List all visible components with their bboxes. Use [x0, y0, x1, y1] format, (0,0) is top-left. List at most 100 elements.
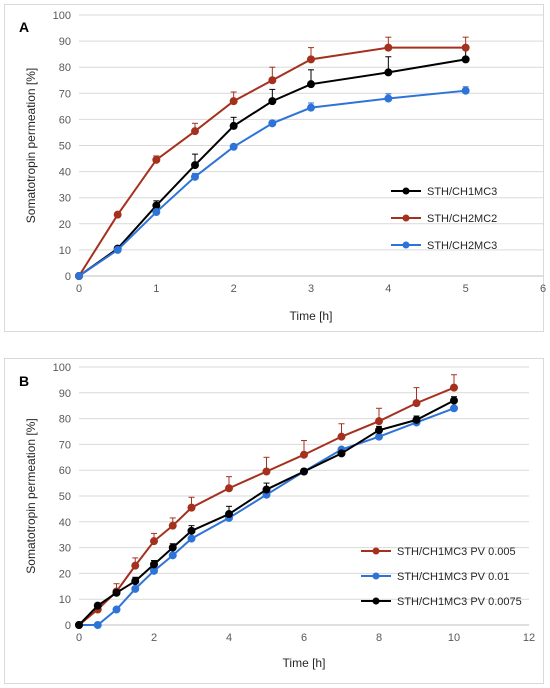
- data-point: [307, 103, 315, 112]
- x-tick-label: 4: [385, 283, 391, 295]
- legend-marker: [372, 597, 380, 605]
- legend-marker: [372, 572, 380, 580]
- data-point: [375, 417, 383, 426]
- legend-marker: [402, 187, 410, 195]
- x-tick-label: 5: [463, 283, 469, 295]
- data-point: [191, 161, 199, 170]
- y-tick-label: 50: [59, 491, 71, 503]
- data-point: [168, 551, 177, 560]
- data-point: [307, 80, 315, 89]
- legend-label: STH/CH1MC3: [427, 186, 497, 198]
- x-axis-label: Time [h]: [283, 656, 326, 670]
- x-tick-label: 6: [540, 283, 546, 295]
- data-point: [268, 119, 277, 128]
- data-point: [229, 97, 238, 106]
- data-point: [152, 155, 161, 164]
- legend-label: STH/CH2MC3: [427, 240, 497, 252]
- x-tick-label: 10: [448, 632, 460, 644]
- data-point: [225, 510, 233, 519]
- x-tick-label: 2: [231, 283, 237, 295]
- y-tick-label: 10: [59, 245, 71, 257]
- data-point: [375, 426, 383, 435]
- panel-label-a: A: [19, 19, 30, 35]
- data-point: [113, 245, 122, 254]
- panel-label-b: B: [19, 373, 30, 389]
- x-tick-label: 8: [376, 632, 382, 644]
- chart-a-svg: 0 10 20 30 40 50 60 70 80 90 100 0 1 2 3 4 5 6 Time [h] Som…: [24, 10, 546, 323]
- x-axis-label: Time [h]: [290, 309, 333, 323]
- data-point: [300, 450, 308, 459]
- legend: STH/CH1MC3 PV 0.005 STH/CH1MC3 PV 0.01 STH…: [361, 546, 522, 608]
- x-tick-label: 1: [153, 283, 159, 295]
- data-point: [152, 208, 161, 217]
- chart-b-svg: 0 10 20 30 40 50 60 70 80 90 100 0 2 4 6 8 10 12 Time [h] S…: [24, 362, 535, 670]
- x-tick-label: 4: [226, 632, 232, 644]
- data-point: [262, 467, 271, 476]
- data-point: [225, 484, 233, 493]
- y-axis-label: Somatotropin permeation [%]: [24, 68, 38, 223]
- y-axis-label: Somatotropin permeation [%]: [24, 418, 38, 573]
- data-point: [461, 86, 470, 95]
- y-tick-label: 0: [65, 620, 71, 632]
- data-point: [229, 121, 238, 130]
- data-point: [191, 127, 199, 136]
- series-line: [78, 386, 455, 626]
- data-point: [450, 396, 458, 405]
- y-tick-label: 0: [65, 271, 71, 283]
- series-3: [75, 396, 458, 629]
- data-point: [168, 543, 177, 552]
- series-2: [75, 404, 458, 629]
- data-point: [461, 43, 470, 52]
- y-tick-label: 60: [59, 114, 71, 126]
- x-tick-label: 12: [523, 632, 535, 644]
- y-tick-label: 30: [59, 193, 71, 205]
- data-point: [337, 432, 346, 441]
- y-tick-label: 50: [59, 141, 71, 153]
- y-tick-label: 80: [59, 62, 71, 74]
- y-tick-label: 90: [59, 36, 71, 48]
- y-tick-label: 10: [59, 594, 71, 606]
- data-point: [113, 210, 122, 219]
- y-tick-label: 40: [59, 517, 71, 529]
- data-point: [112, 588, 121, 597]
- data-point: [187, 503, 196, 512]
- series-line: [79, 407, 455, 626]
- y-tick-label: 20: [59, 219, 71, 231]
- y-tick-label: 70: [59, 439, 71, 451]
- legend-marker: [402, 241, 410, 249]
- data-point: [337, 449, 346, 458]
- x-tick-label: 2: [151, 632, 157, 644]
- data-point: [187, 526, 196, 535]
- legend-marker: [402, 214, 410, 222]
- data-point: [75, 272, 83, 280]
- data-point: [384, 68, 393, 77]
- y-tick-label: 70: [59, 88, 71, 100]
- data-point: [152, 201, 161, 210]
- legend-label: STH/CH2MC2: [427, 213, 497, 225]
- data-point: [412, 399, 421, 408]
- y-tick-label: 80: [59, 414, 71, 426]
- y-tick-label: 60: [59, 465, 71, 477]
- data-point: [307, 55, 315, 64]
- data-point: [412, 415, 421, 424]
- data-point: [131, 577, 140, 586]
- x-tick-label: 3: [308, 283, 314, 295]
- legend-label: STH/CH1MC3 PV 0.005: [397, 546, 516, 558]
- data-point: [262, 485, 271, 494]
- data-point: [461, 55, 470, 64]
- data-point: [93, 601, 102, 610]
- x-tick-label: 6: [301, 632, 307, 644]
- data-point: [168, 521, 177, 530]
- data-point: [150, 537, 158, 546]
- data-point: [229, 142, 238, 151]
- legend-label: STH/CH1MC3 PV 0.01: [397, 571, 509, 583]
- legend: STH/CH1MC3 STH/CH2MC2 STH/CH2MC3: [391, 186, 497, 252]
- data-point: [187, 534, 196, 543]
- series-line: [78, 89, 466, 277]
- y-tick-label: 100: [53, 10, 71, 22]
- series-3: [75, 86, 470, 280]
- series-2: [75, 36, 470, 280]
- x-tick-label: 0: [76, 632, 82, 644]
- y-tick-label: 90: [59, 388, 71, 400]
- data-point: [300, 467, 308, 476]
